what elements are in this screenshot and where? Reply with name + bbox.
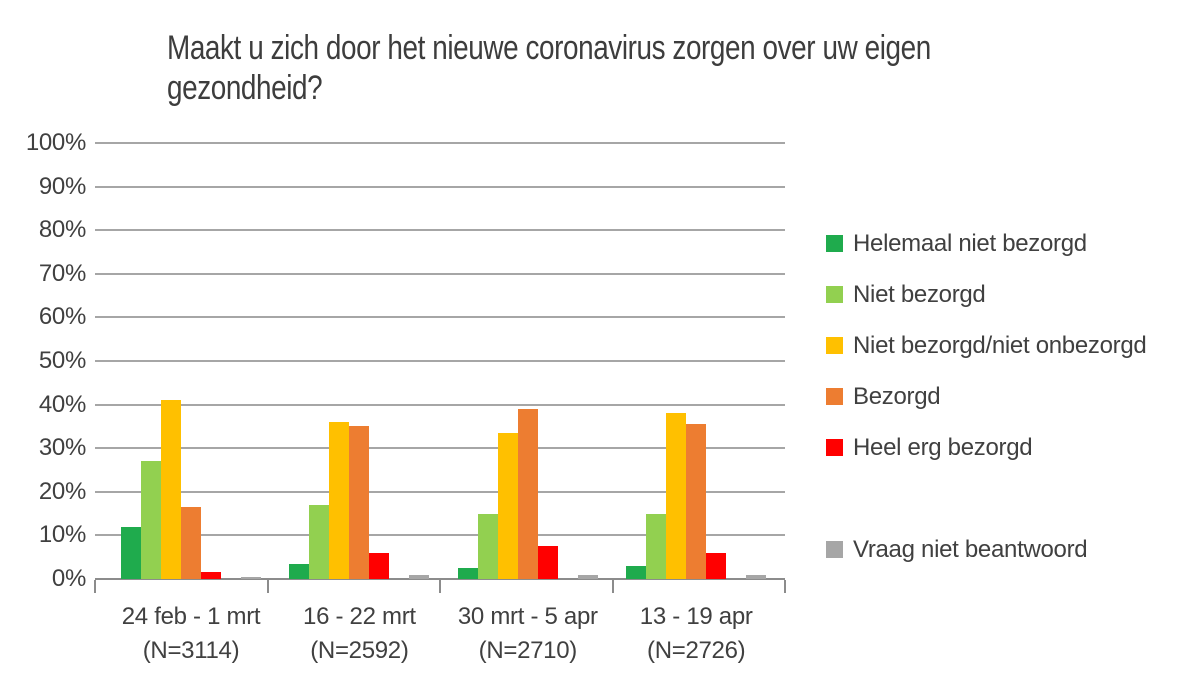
gridline [95,316,785,319]
y-axis-tick-label: 90% [38,172,86,200]
legend-item-bezorgd: Bezorgd [826,383,941,411]
bar-helemaal-niet-bezorgd-cat3 [457,568,478,579]
y-axis-tick-label: 20% [38,477,86,505]
legend-swatch-icon [826,541,843,558]
gridline [95,447,785,450]
x-axis-category-label: 16 - 22 mrt (N=2592) [249,600,469,668]
y-axis-tick-label: 10% [38,521,86,549]
x-axis-category-label: 30 mrt - 5 apr (N=2710) [418,600,638,668]
bar-heel-erg-bezorgd-cat4 [706,552,727,579]
legend-swatch-icon [826,439,843,456]
bar-niet-bezorgd-niet-onbezorgd-cat4 [666,413,687,579]
y-axis-tick-label: 60% [38,303,86,331]
chart-title-line1: Maakt u zich door het nieuwe coronavirus… [167,29,931,67]
category-period-label: 24 feb - 1 mrt [121,603,261,630]
y-axis-tick-label: 70% [38,259,86,287]
y-axis-tick-label: 50% [38,347,86,374]
bar-niet-bezorgd-niet-onbezorgd-cat1 [161,400,181,579]
bar-niet-bezorgd-niet-onbezorgd-cat2 [329,422,350,579]
legend-label: Niet bezorgd/niet onbezorgd [853,332,1147,359]
category-n-label: (N=2592) [310,637,409,664]
x-axis-line [95,578,785,580]
chart-title-line2: gezondheid? [167,69,323,107]
legend-swatch-icon [826,235,843,252]
gridline [95,534,785,537]
legend-item-vraag-niet-beantwoord: Vraag niet beantwoord [826,536,1088,564]
x-axis-tick [439,580,441,593]
bar-vraag-niet-beantwoord-cat4 [746,574,767,579]
bar-niet-bezorgd-cat3 [477,513,498,579]
bar-helemaal-niet-bezorgd-cat1 [121,526,141,579]
x-axis-tick [266,580,269,593]
bar-bezorgd-cat2 [349,426,370,579]
legend-swatch-icon [826,388,843,405]
gridline [95,360,785,362]
y-axis-tick-label: 0% [51,565,86,592]
legend-swatch-icon [826,337,843,354]
x-axis-tick [611,580,614,593]
bar-heel-erg-bezorgd-cat2 [369,552,390,579]
y-axis-tick-label: 30% [38,434,86,462]
gridline [95,272,785,275]
legend-label: Heel erg bezorgd [853,434,1033,461]
y-axis-tick-label: 100% [25,129,86,156]
legend-swatch-icon [826,286,843,303]
gridline [95,403,785,406]
bar-helemaal-niet-bezorgd-cat4 [626,565,647,579]
category-n-label: (N=3114) [142,637,240,664]
bar-niet-bezorgd-cat1 [141,461,161,579]
y-axis-tick-label: 40% [38,390,86,418]
bar-niet-bezorgd-cat2 [309,504,330,579]
bar-vraag-niet-beantwoord-cat2 [409,574,430,579]
chart-title: Maakt u zich door het nieuwe coronavirus… [167,28,931,108]
category-n-label: (N=2710) [478,637,578,664]
legend-item-helemaal-niet-bezorgd: Helemaal niet bezorgd [826,230,1087,258]
bar-vraag-niet-beantwoord-cat3 [577,574,598,579]
gridline [95,490,785,493]
bar-heel-erg-bezorgd-cat3 [537,546,558,579]
legend-label: Vraag niet beantwoord [853,536,1088,563]
legend-label: Bezorgd [853,383,941,410]
x-axis-tick [784,580,786,593]
category-period-label: 16 - 22 mrt [303,603,416,630]
gridline [95,229,785,232]
legend-item-niet-bezorgd: Niet bezorgd [826,281,986,309]
y-axis-tick-label: 80% [38,216,86,244]
gridline [95,185,785,188]
bar-vraag-niet-beantwoord-cat1 [241,576,261,579]
legend-label: Niet bezorgd [853,281,986,308]
gridline [95,142,785,144]
bar-bezorgd-cat3 [517,408,538,579]
x-axis-tick [94,580,96,593]
category-period-label: 13 - 19 apr [639,603,753,630]
bar-niet-bezorgd-cat4 [646,513,667,579]
category-n-label: (N=2726) [647,637,746,664]
legend-item-heel-erg-bezorgd: Heel erg bezorgd [826,434,1033,462]
bar-bezorgd-cat4 [686,424,707,579]
legend-label: Helemaal niet bezorgd [853,230,1087,257]
bar-niet-bezorgd-niet-onbezorgd-cat3 [497,432,518,579]
x-axis-category-label: 24 feb - 1 mrt (N=3114) [81,600,301,668]
category-period-label: 30 mrt - 5 apr [457,603,598,630]
bar-bezorgd-cat1 [181,507,201,579]
bar-heel-erg-bezorgd-cat1 [201,572,221,579]
legend-item-niet-bezorgd-niet-onbezorgd: Niet bezorgd/niet onbezorgd [826,332,1147,360]
x-axis-category-label: 13 - 19 apr (N=2726) [586,600,806,668]
bar-helemaal-niet-bezorgd-cat2 [289,563,310,579]
